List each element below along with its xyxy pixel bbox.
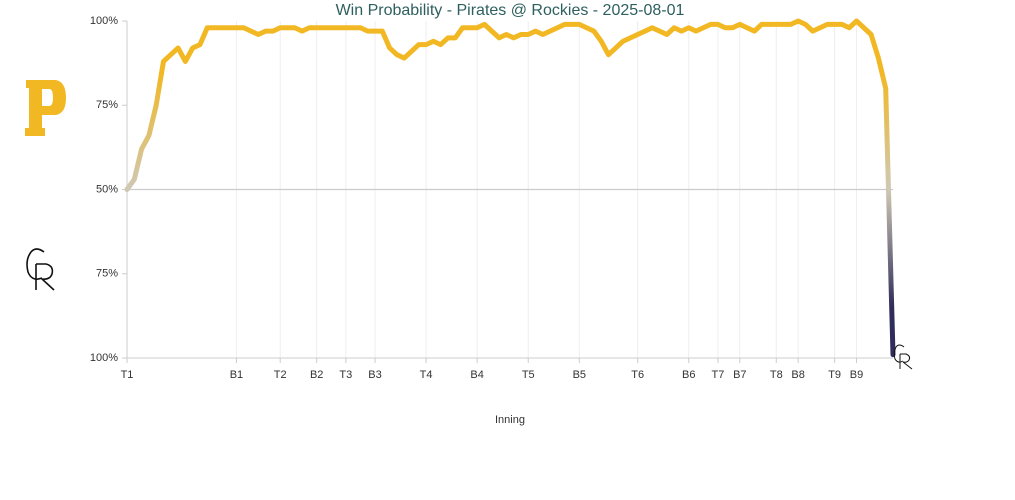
x-tick-label: T5 bbox=[522, 369, 535, 381]
y-tick-label: 75% bbox=[96, 268, 118, 280]
x-tick-label: T3 bbox=[339, 369, 352, 381]
x-tick-label: T8 bbox=[770, 369, 783, 381]
x-tick-label: T6 bbox=[631, 369, 644, 381]
x-tick-label: T9 bbox=[828, 369, 841, 381]
y-tick-label: 50% bbox=[96, 183, 118, 195]
x-tick-label: B7 bbox=[733, 369, 746, 381]
rockies-logo-small bbox=[893, 344, 913, 370]
x-axis-label: Inning bbox=[495, 414, 525, 426]
x-tick-label: B6 bbox=[682, 369, 695, 381]
x-tick-label: B2 bbox=[310, 369, 323, 381]
x-tick-label: T7 bbox=[711, 369, 724, 381]
x-tick-label: B8 bbox=[791, 369, 804, 381]
rockies-logo bbox=[26, 248, 55, 291]
x-tick-label: B9 bbox=[850, 369, 863, 381]
x-tick-label: T1 bbox=[121, 369, 134, 381]
x-tick-label: B3 bbox=[368, 369, 381, 381]
x-tick-label: T4 bbox=[420, 369, 433, 381]
x-tick-label: B5 bbox=[573, 369, 586, 381]
y-tick-label: 100% bbox=[90, 15, 118, 27]
y-tick-label: 75% bbox=[96, 99, 118, 111]
chart-title: Win Probability - Pirates @ Rockies - 20… bbox=[336, 2, 685, 19]
x-tick-label: B4 bbox=[470, 369, 483, 381]
y-tick-label: 100% bbox=[90, 352, 118, 364]
pirates-logo bbox=[25, 80, 66, 136]
x-tick-label: T2 bbox=[274, 369, 287, 381]
win-probability-line bbox=[124, 18, 896, 358]
x-tick-label: B1 bbox=[230, 369, 243, 381]
